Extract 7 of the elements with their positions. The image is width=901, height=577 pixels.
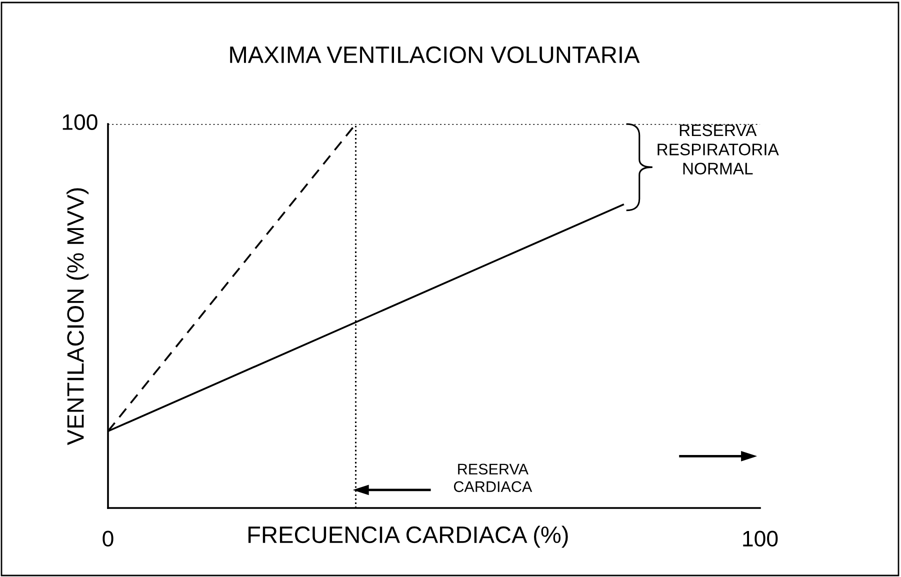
x-tick-label: 0 [102,530,114,547]
x-axis-title: FRECUENCIA CARDIACA (%) [248,526,568,548]
annotation: RESERVA RESPIRATORIA NORMAL [658,124,779,175]
annotation: RESERVA CARDIACA [454,464,532,492]
text: 100 [62,114,98,130]
chart-title: MAXIMA VENTILACION VOLUNTARIA [230,46,640,64]
y-axis-title: VENTILACION (% MVV) [66,188,89,446]
